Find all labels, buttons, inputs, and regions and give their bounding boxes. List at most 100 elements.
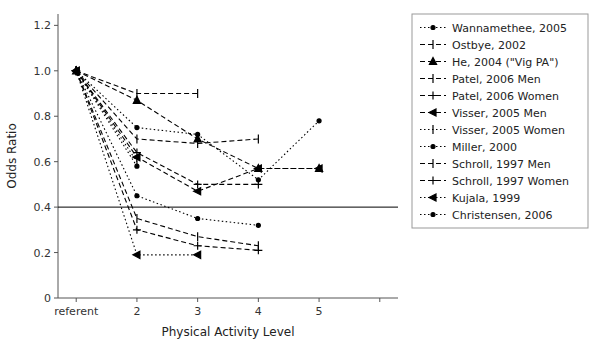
reference-line	[58, 207, 398, 208]
series	[72, 67, 262, 189]
point	[258, 134, 259, 143]
point	[135, 194, 139, 198]
chart: 00.20.40.60.81.01.2referent2345Physical …	[0, 0, 600, 352]
x-tick	[258, 298, 259, 302]
point	[74, 69, 78, 73]
series	[74, 69, 139, 168]
series	[74, 69, 321, 182]
legend-label: Miller, 2000	[452, 141, 517, 154]
legend-label: Visser, 2005 Women	[452, 124, 565, 137]
point	[254, 165, 261, 172]
legend-marker	[429, 58, 436, 65]
series-line	[76, 71, 137, 166]
point	[136, 214, 137, 223]
y-tick	[54, 298, 58, 299]
legend-marker	[432, 125, 433, 134]
legend-marker	[431, 145, 435, 149]
x-tick	[76, 298, 77, 302]
legend-label: Schroll, 1997 Men	[452, 158, 551, 171]
point	[74, 69, 78, 73]
legend-marker	[432, 40, 433, 49]
y-tick-label: 0	[44, 292, 51, 305]
point	[136, 134, 137, 143]
point	[74, 69, 78, 73]
point	[194, 251, 201, 258]
legend-marker	[429, 92, 437, 100]
y-tick	[54, 161, 58, 162]
point	[135, 164, 139, 168]
series	[74, 69, 260, 227]
x-tick	[197, 298, 198, 302]
series	[76, 66, 258, 148]
series	[76, 66, 137, 166]
legend-label: Patel, 2006 Men	[452, 73, 541, 86]
y-tick-label: 1.2	[34, 19, 52, 32]
point	[197, 139, 198, 148]
point	[133, 96, 140, 103]
legend-label: Kujala, 1999	[452, 192, 520, 205]
point	[255, 164, 262, 171]
point	[72, 67, 80, 75]
series	[72, 67, 322, 195]
y-tick-label: 0.2	[34, 247, 52, 260]
x-tick	[379, 298, 380, 302]
y-tick-label: 0.6	[34, 156, 52, 169]
series-line	[76, 71, 319, 191]
y-tick	[54, 70, 58, 71]
legend-label: Visser, 2005 Men	[452, 107, 547, 120]
point	[317, 119, 321, 123]
legend-marker	[432, 74, 433, 83]
series-line	[76, 71, 197, 255]
point	[197, 89, 198, 98]
point	[197, 232, 198, 241]
point	[72, 67, 79, 74]
legend-marker	[429, 109, 436, 116]
y-tick	[54, 252, 58, 253]
plot-area	[58, 66, 398, 258]
x-axis: referent 2 3 4 5	[54, 298, 398, 318]
y-tick-label: 1.0	[34, 65, 52, 78]
point	[73, 67, 80, 74]
point	[72, 67, 80, 75]
point	[256, 223, 260, 227]
x-tick-label: 2	[133, 305, 140, 318]
point	[315, 165, 322, 172]
legend-frame	[412, 14, 588, 228]
legend-label: He, 2004 ("Vig PA")	[452, 56, 559, 69]
y-tick	[54, 207, 58, 208]
legend-marker	[432, 159, 433, 168]
series-line	[76, 71, 258, 144]
legend-marker	[431, 26, 435, 30]
legend-marker	[431, 213, 435, 217]
x-tick-label: referent	[54, 305, 99, 318]
point	[194, 242, 202, 250]
point	[135, 126, 139, 130]
series	[72, 67, 262, 254]
series-line	[76, 71, 258, 185]
x-tick-label: 4	[255, 305, 262, 318]
legend-marker	[429, 194, 436, 201]
legend-label: Patel, 2006 Women	[452, 90, 559, 103]
x-tick-label: 3	[194, 305, 201, 318]
point	[254, 180, 262, 188]
legend-label: Christensen, 2006	[452, 209, 552, 222]
legend-label: Ostbye, 2002	[452, 39, 526, 52]
y-tick-label: 0.8	[34, 110, 52, 123]
x-tick-label: 5	[316, 305, 323, 318]
x-tick	[319, 298, 320, 302]
point	[315, 164, 322, 171]
series	[76, 66, 197, 98]
point	[133, 226, 141, 234]
point	[254, 246, 262, 254]
series-line	[76, 71, 258, 250]
x-tick	[136, 298, 137, 302]
legend-label: Schroll, 1997 Women	[452, 175, 569, 188]
legend-label: Wannamethee, 2005	[452, 22, 567, 35]
y-tick	[54, 25, 58, 26]
series-line	[76, 71, 258, 225]
legend: Wannamethee, 2005 Ostbye, 2002 He, 2004 ("…	[412, 14, 588, 228]
series-line	[76, 71, 319, 180]
y-tick	[54, 116, 58, 117]
point	[72, 67, 79, 74]
series	[72, 67, 200, 258]
